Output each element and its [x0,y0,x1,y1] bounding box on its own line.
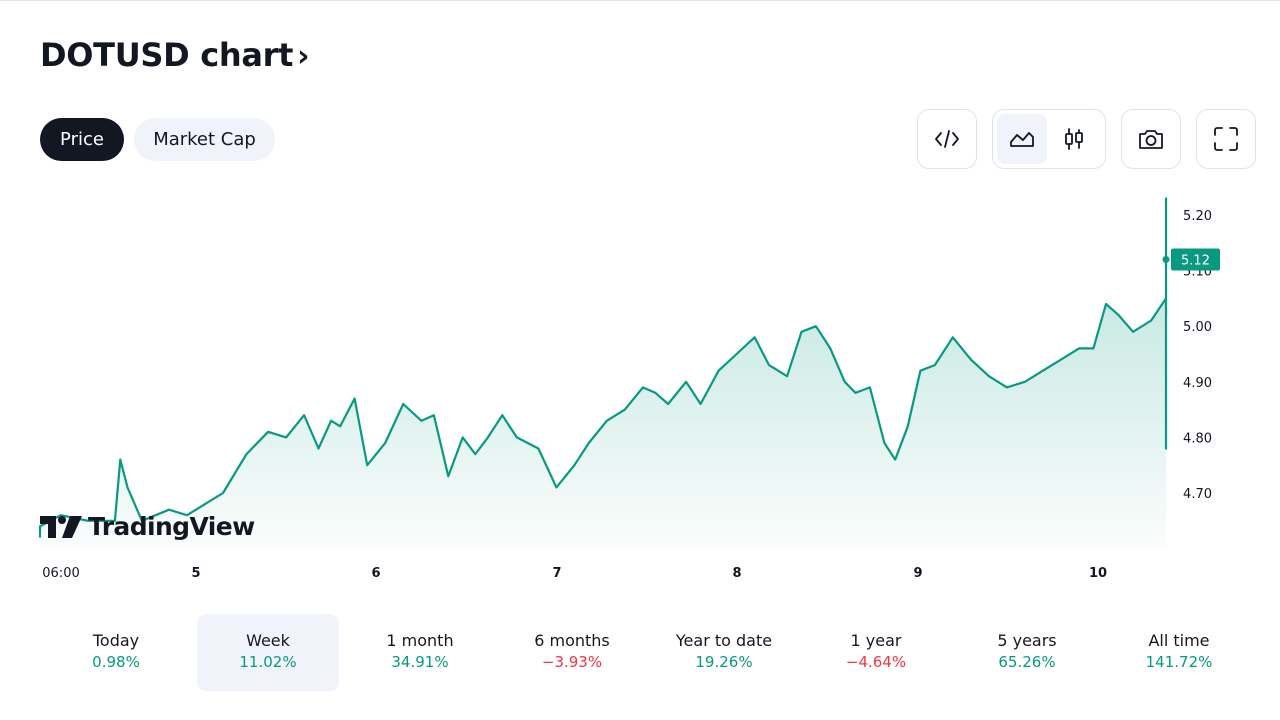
period-label: Today [92,631,140,650]
tradingview-logo-text: TradingView [88,512,255,541]
tab-price[interactable]: Price [40,118,124,161]
last-price-label: 5.12 [1181,253,1210,268]
chart-title-link[interactable]: DOTUSD chart › [40,36,310,74]
top-divider [0,0,1280,1]
y-tick-label: 4.90 [1183,376,1212,391]
candlestick-icon [1065,128,1083,150]
fullscreen-icon [1214,127,1238,151]
tab-market-cap-label: Market Cap [153,129,256,150]
period-week[interactable]: Week 11.02% [197,614,339,691]
x-tick-label: 5 [191,566,200,581]
last-price-dot [1162,255,1170,263]
last-price-badge [1171,248,1220,271]
period-1-month[interactable]: 1 month 34.91% [349,614,491,691]
x-tick-label: 8 [732,566,741,581]
period-year-to-date[interactable]: Year to date 19.26% [653,614,795,691]
period-change: 141.72% [1145,653,1213,671]
period-label: 1 year [850,631,902,650]
y-tick-label: 4.80 [1183,431,1212,446]
period-change: 0.98% [92,653,140,671]
period-change: −3.93% [541,653,603,671]
period-change: −4.64% [845,653,907,671]
period-today[interactable]: Today 0.98% [45,614,187,691]
fullscreen-button[interactable] [1196,109,1256,169]
period-5-years[interactable]: 5 years 65.26% [956,614,1098,691]
x-tick-label: 10 [1089,566,1107,581]
area-chart-icon [1010,132,1034,147]
tradingview-logo[interactable]: TradingView [40,512,255,541]
period-change: 19.26% [695,653,753,671]
price-chart[interactable]: 4.704.804.905.005.105.20 06:00 5 6 7 8 9 10 5.… [0,180,1280,590]
period-performance-bar: Today 0.98% Week 11.02% 1 month 34.91% 6… [40,614,1240,691]
embed-button[interactable] [917,109,977,169]
period-all-time[interactable]: All time 141.72% [1108,614,1250,691]
x-tick-label: 6 [371,566,380,581]
period-label: 1 month [386,631,454,650]
period-6-months[interactable]: 6 months −3.93% [501,614,643,691]
period-change: 11.02% [239,653,297,671]
snapshot-button[interactable] [1121,109,1181,169]
chart-style-group [992,109,1106,169]
area-chart-button[interactable] [997,114,1047,164]
x-tick-label: 7 [552,566,561,581]
period-label: All time [1148,631,1210,650]
y-tick-label: 5.00 [1183,320,1212,335]
last-price-marker: 5.12 [1162,248,1220,271]
period-label: Year to date [675,631,773,650]
tradingview-logo-icon [40,515,82,538]
period-1-year[interactable]: 1 year −4.64% [805,614,947,691]
code-icon [935,130,959,148]
y-tick-label: 4.70 [1183,487,1212,502]
price-line [38,197,1168,538]
tab-price-label: Price [60,129,104,150]
x-axis: 06:00 5 6 7 8 9 10 [42,566,1107,581]
y-axis: 4.704.804.905.005.105.20 [1183,209,1212,502]
page-title: DOTUSD chart [40,36,294,74]
chevron-right-icon: › [297,38,310,74]
period-label: Week [246,631,290,650]
y-tick-label: 5.20 [1183,209,1212,224]
tab-market-cap[interactable]: Market Cap [134,118,275,161]
period-label: 5 years [997,631,1057,650]
x-tick-label: 9 [913,566,922,581]
camera-icon [1139,130,1163,149]
period-change: 65.26% [998,653,1056,671]
period-change: 34.91% [391,653,449,671]
period-label: 6 months [534,631,610,650]
candlestick-button[interactable] [1049,114,1099,164]
x-tick-label: 06:00 [42,566,79,581]
price-area-fill [40,198,1166,549]
